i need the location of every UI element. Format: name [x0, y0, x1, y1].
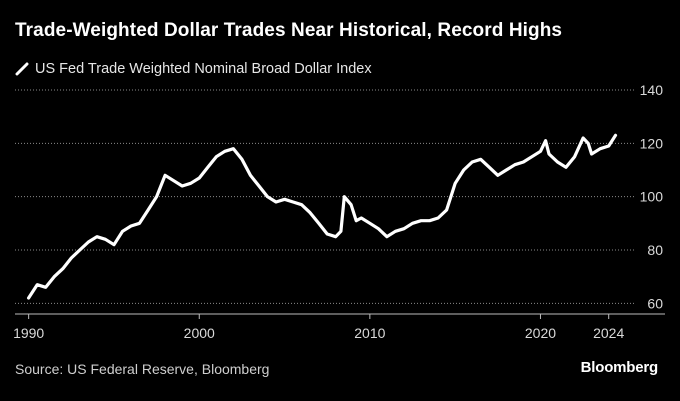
- series-line-0: [27, 133, 618, 300]
- x-tick-label-1990: 1990: [13, 325, 44, 341]
- y-tick-label-120: 120: [640, 135, 664, 151]
- x-tick-label-2000: 2000: [184, 325, 215, 341]
- x-tick-label-2024: 2024: [593, 325, 624, 341]
- source-note: Source: US Federal Reserve, Bloomberg: [15, 361, 270, 377]
- y-tick-label-140: 140: [640, 82, 664, 98]
- chart-title: Trade-Weighted Dollar Trades Near Histor…: [15, 20, 563, 41]
- legend-label: US Fed Trade Weighted Nominal Broad Doll…: [35, 61, 372, 77]
- bloomberg-logo: Bloomberg: [580, 359, 659, 376]
- x-tick-label-2020: 2020: [525, 325, 556, 341]
- x-tick-label-2010: 2010: [354, 325, 385, 341]
- y-tick-label-80: 80: [647, 242, 663, 258]
- legend-line-icon: [15, 62, 29, 76]
- y-tick-label-100: 100: [640, 189, 664, 205]
- chart-legend: US Fed Trade Weighted Nominal Broad Doll…: [15, 61, 372, 77]
- y-tick-label-60: 60: [647, 295, 663, 311]
